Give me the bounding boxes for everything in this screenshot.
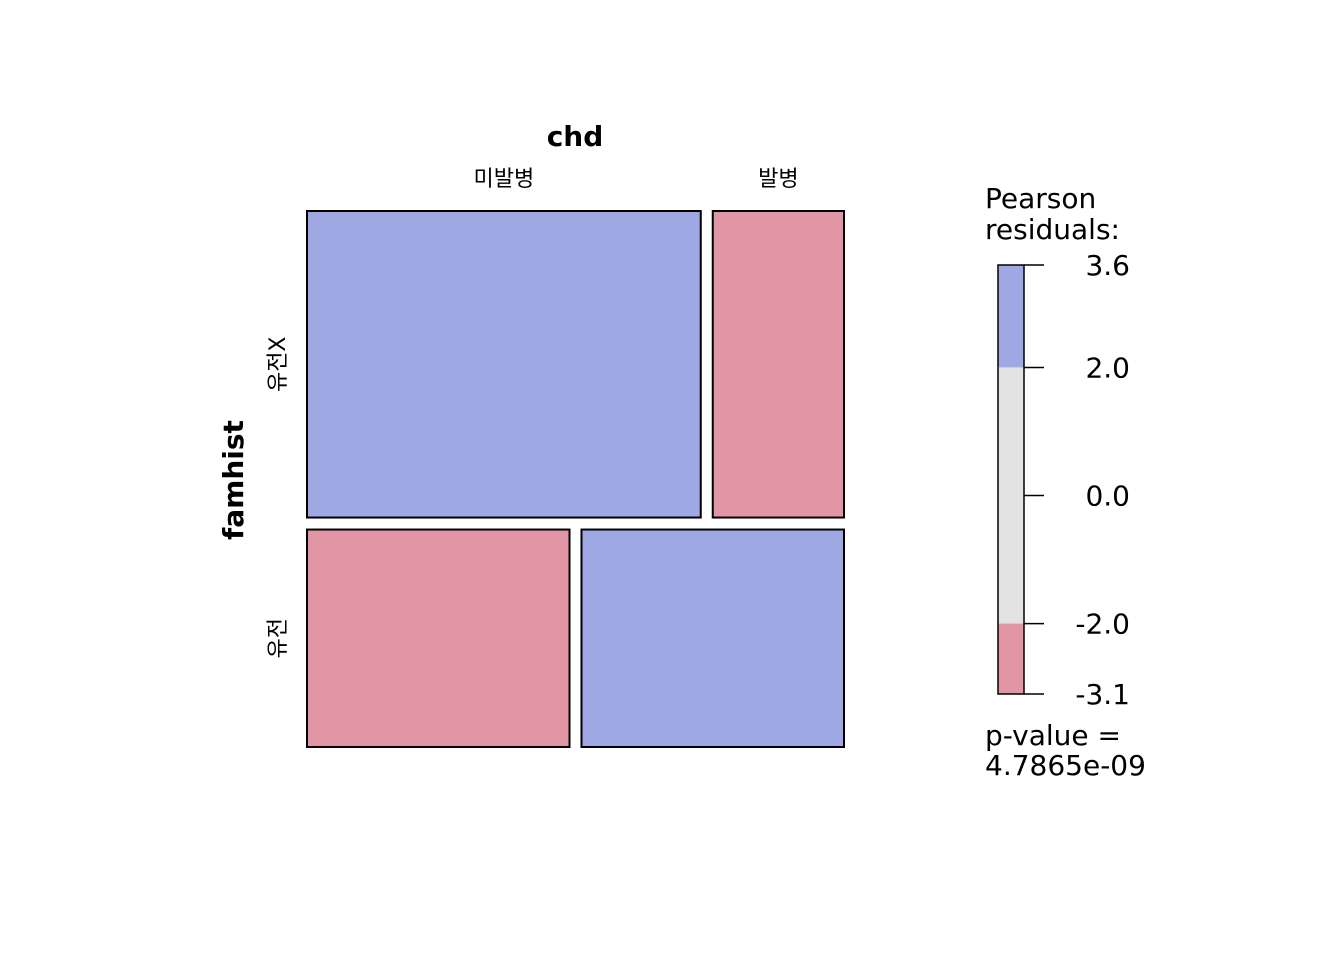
mosaic-tile [711, 210, 845, 519]
legend-tick-label: -3.1 [1075, 678, 1130, 711]
col-category-label: 발병 [758, 167, 798, 192]
legend-band [998, 265, 1024, 368]
row-category-label: 유전X [266, 336, 291, 392]
row-category-label: 유전 [266, 618, 291, 658]
mosaic-tile [306, 210, 702, 519]
legend-band [998, 623, 1024, 694]
mosaic-tile [580, 528, 845, 748]
pvalue-line-1: p-value = [985, 719, 1121, 752]
mosaic-tile [306, 528, 571, 748]
legend-title-line-2: residuals: [985, 213, 1120, 246]
pvalue-line-2: 4.7865e-09 [985, 749, 1146, 782]
legend-tick-label: 0.0 [1085, 480, 1130, 513]
col-category-label: 미발병 [474, 167, 535, 192]
col-variable-label: chd [547, 120, 604, 153]
legend-band [998, 367, 1024, 624]
legend-bar-frame [997, 264, 1025, 695]
legend-title-line-1: Pearson [985, 182, 1096, 215]
legend-tick-label: 2.0 [1085, 351, 1130, 384]
legend-tick-label: -2.0 [1075, 608, 1130, 641]
row-variable-label: famhist [217, 420, 250, 540]
legend-tick-label: 3.6 [1085, 249, 1130, 282]
